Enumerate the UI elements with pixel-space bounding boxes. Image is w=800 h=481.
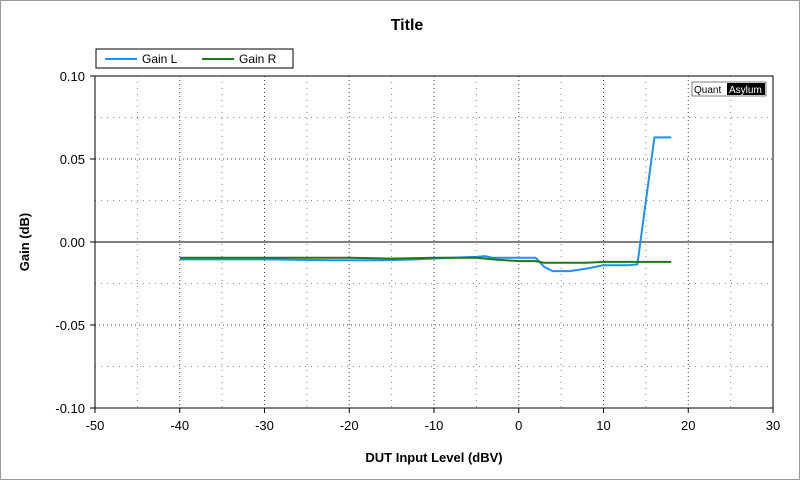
- chart-title: Title: [391, 17, 424, 34]
- x-tick-label: -20: [340, 418, 359, 433]
- series-line-gain-r: [179, 256, 672, 264]
- y-axis: 0.10 0.05 0.00 -0.05 -0.10: [55, 69, 95, 416]
- x-tick-label: 0: [515, 418, 522, 433]
- y-tick-label: -0.05: [55, 318, 85, 333]
- legend[interactable]: Gain L Gain R: [95, 48, 294, 69]
- grid: [95, 76, 773, 408]
- y-tick-label: 0.00: [60, 235, 85, 250]
- brand-part2: Asylum: [729, 85, 762, 96]
- legend-label-gain-r: Gain R: [239, 52, 277, 66]
- x-axis: -50 -40 -30 -20 -10 0 10 20 30: [86, 408, 780, 433]
- x-tick-label: -50: [86, 418, 105, 433]
- x-tick-label: -10: [425, 418, 444, 433]
- x-axis-label: DUT Input Level (dBV): [365, 450, 502, 465]
- y-tick-label: -0.10: [55, 401, 85, 416]
- y-tick-label: 0.10: [60, 69, 85, 84]
- x-tick-label: -30: [255, 418, 274, 433]
- y-axis-label: Gain (dB): [17, 213, 32, 272]
- brand-part1: Quant: [694, 85, 721, 96]
- x-tick-label: 10: [596, 418, 610, 433]
- x-tick-label: -40: [170, 418, 189, 433]
- x-tick-label: 20: [681, 418, 695, 433]
- x-tick-label: 30: [766, 418, 780, 433]
- y-tick-label: 0.05: [60, 152, 85, 167]
- quantasylum-logo: Quant Asylum: [691, 81, 767, 97]
- legend-label-gain-l: Gain L: [142, 52, 178, 66]
- series-line-gain-l: [179, 136, 672, 273]
- series-layer: [179, 136, 672, 273]
